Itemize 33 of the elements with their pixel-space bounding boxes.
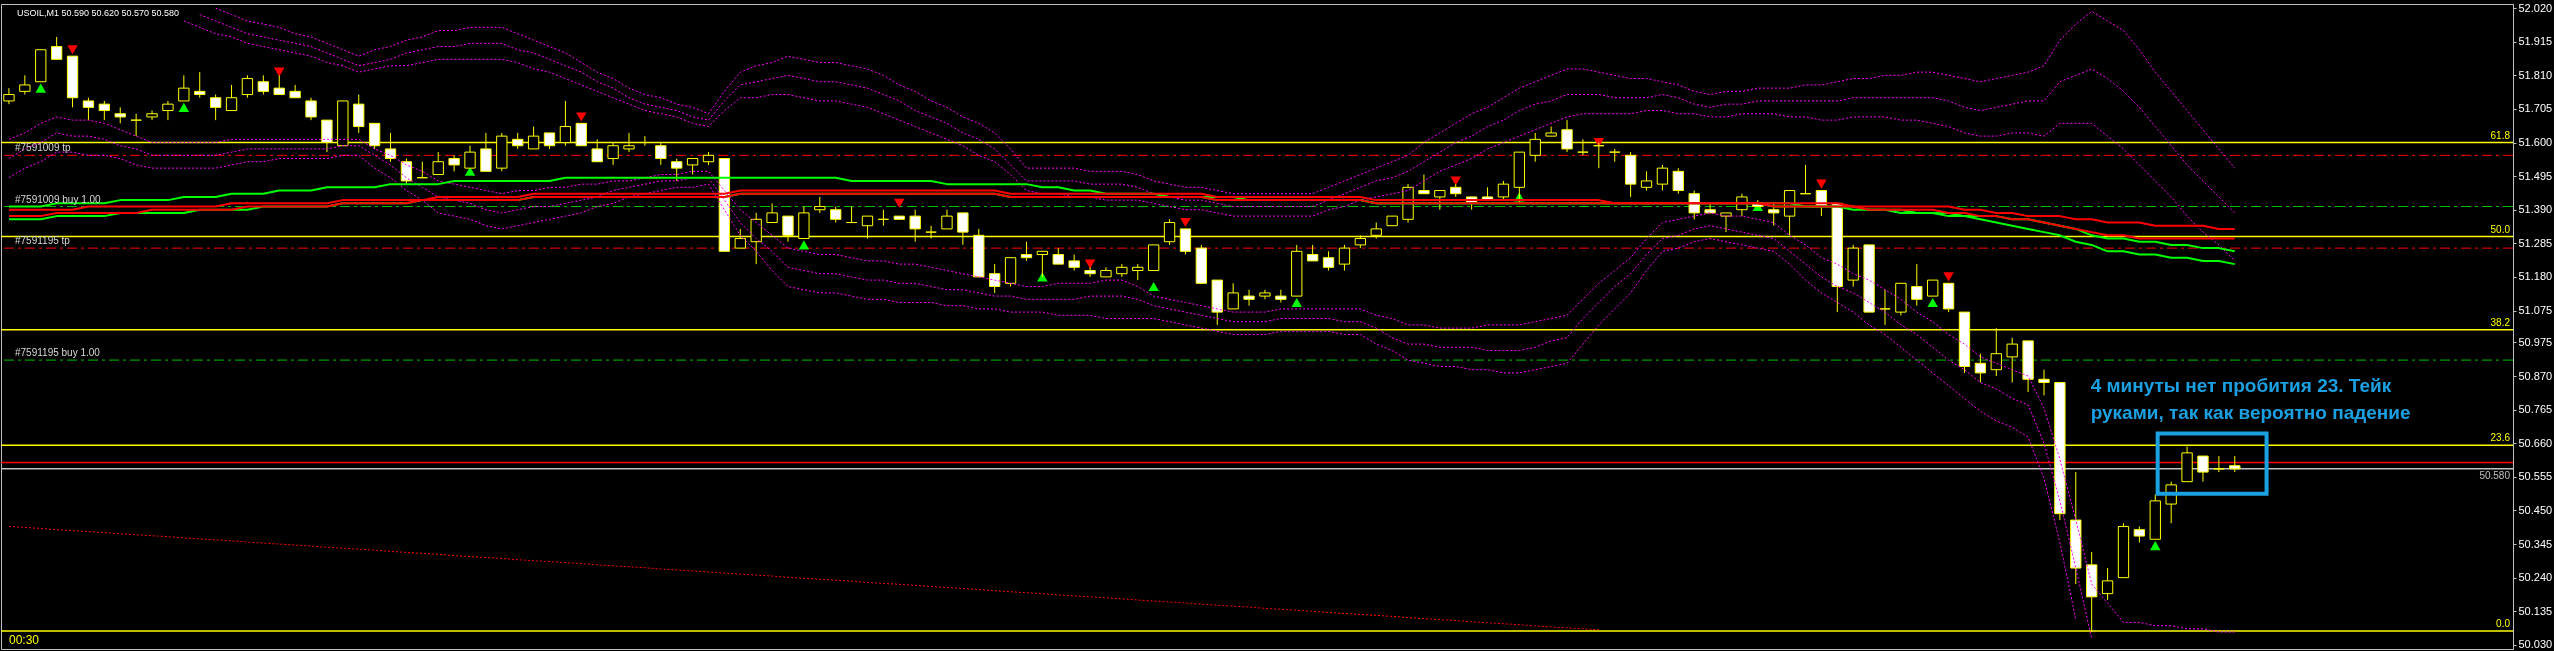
- y-tick-label: 51.495: [2518, 169, 2553, 182]
- y-tick-label: 52.020: [2518, 1, 2553, 14]
- y-tick-label: 50.870: [2518, 369, 2553, 382]
- y-tick-label: 50.975: [2518, 336, 2553, 348]
- y-tick-label: 50.660: [2518, 436, 2553, 449]
- ref-line-label: #7591195 buy 1.00: [15, 347, 101, 359]
- chart-title: USOIL,M1 50.590 50.620 50.570 50.580: [17, 8, 180, 18]
- y-tick-label: 50.765: [2518, 403, 2553, 416]
- y-tick-label: 51.915: [2518, 35, 2553, 48]
- y-tick-label: 51.180: [2518, 270, 2553, 283]
- y-tick-label: 51.600: [2518, 136, 2553, 149]
- y-tick-label: 50.135: [2518, 604, 2553, 617]
- ref-line-label: #7591009 tp: [15, 142, 72, 154]
- ref-line-label: #7591195 tp: [15, 235, 71, 247]
- y-tick-label: 50.345: [2518, 537, 2553, 550]
- annotation: 23.6: [2490, 432, 2511, 444]
- ref-line-label: #7591009 buy 1.00: [15, 193, 102, 205]
- y-tick-label: 50.450: [2518, 503, 2553, 516]
- y-tick-label: 51.705: [2518, 102, 2553, 115]
- annotation: 00:30: [9, 633, 40, 647]
- annotation: 61.8: [2490, 129, 2511, 141]
- y-tick-label: 51.390: [2518, 203, 2553, 216]
- y-tick-label: 50.030: [2518, 638, 2553, 651]
- y-tick-label: 50.555: [2518, 470, 2553, 483]
- y-tick-label: 50.240: [2518, 571, 2553, 584]
- y-tick-label: 51.810: [2518, 68, 2553, 81]
- y-tick-label: 51.285: [2518, 236, 2553, 249]
- ref-line-label: 50.580: [2479, 469, 2511, 481]
- annotation: 50.0: [2490, 223, 2511, 235]
- annotation: 4 минуты нет пробития 23. Тейк руками, так как вероятно падение: [2090, 375, 2411, 424]
- annotation: 38.2: [2490, 316, 2511, 328]
- y-tick-label: 51.075: [2518, 304, 2553, 316]
- annotation: 0.0: [2496, 618, 2511, 630]
